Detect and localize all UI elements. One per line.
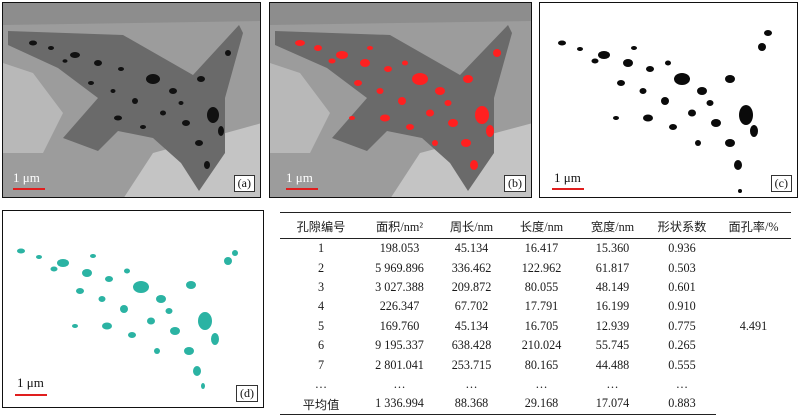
cell: 平均值 — [280, 394, 362, 415]
pore-blobs-a — [29, 40, 231, 169]
cell: 1 — [317, 241, 325, 256]
table-row: 2 5 969.896 336.462 122.962 61.817 0.503 — [280, 258, 791, 277]
col-header-porosity: 面孔率/% — [716, 212, 791, 239]
cell: 45.134 — [454, 318, 489, 333]
table-row: 1 198.053 45.134 16.417 15.360 0.936 4.4… — [280, 239, 791, 333]
panel-a-sem-image: 1 μm (a) — [2, 2, 261, 198]
pore-parameters-table: 孔隙编号 面积/nm² 周长/nm 长度/nm 宽度/nm 形状系数 面孔率/%… — [280, 212, 791, 415]
table-row: 4 226.347 67.702 17.791 16.199 0.910 — [280, 297, 791, 316]
table-row: 5 169.760 45.134 16.705 12.939 0.775 — [280, 317, 791, 336]
cell: 5 969.896 — [375, 260, 424, 275]
scale-label-c: 1 μm — [554, 170, 581, 185]
col-header-pore-id: 孔隙编号 — [280, 212, 362, 239]
cell: … — [535, 376, 548, 391]
table-row: 7 2 801.041 253.715 80.165 44.488 0.555 — [280, 355, 791, 374]
scale-bar-c — [552, 188, 584, 190]
binary-image-c — [540, 3, 797, 197]
pore-3d-d — [3, 211, 263, 407]
cell: 122.962 — [521, 260, 562, 275]
cell: 2 — [317, 260, 325, 275]
cell: 210.024 — [521, 338, 562, 353]
cell: 48.149 — [595, 279, 630, 294]
col-header-width: 宽度/nm — [577, 212, 648, 239]
cell: 80.055 — [524, 279, 559, 294]
panel-b-sem-red: 1 μm (b) — [269, 2, 532, 198]
porosity-value: 4.491 — [739, 319, 768, 333]
cell: 0.503 — [668, 260, 696, 275]
cell: 0.883 — [648, 394, 716, 415]
table-row: … … … … … … — [280, 375, 791, 394]
cell: 17.074 — [577, 394, 648, 415]
table-row-average: 平均值 1 336.994 88.368 29.168 17.074 0.883 — [280, 394, 791, 415]
cell: 1 336.994 — [362, 394, 437, 415]
cell: 16.417 — [524, 241, 559, 256]
table-row: 6 9 195.337 638.428 210.024 55.745 0.265 — [280, 336, 791, 355]
cell: 15.360 — [595, 241, 630, 256]
cell: 253.715 — [451, 357, 492, 372]
cell: 44.488 — [595, 357, 630, 372]
cell: 5 — [317, 318, 325, 333]
panel-label-a: (a) — [233, 175, 255, 192]
cell: … — [314, 376, 328, 391]
cell: 0.601 — [668, 279, 696, 294]
panel-d-3d: 1 μm (d) — [2, 210, 264, 408]
panel-c-binary: 1 μm (c) — [539, 2, 798, 198]
cell: 12.939 — [595, 318, 630, 333]
cell: 16.705 — [524, 318, 559, 333]
col-header-shape-factor: 形状系数 — [648, 212, 716, 239]
cell: 55.745 — [595, 338, 630, 353]
panel-label-d: (d) — [236, 385, 258, 402]
cell: 3 027.388 — [375, 279, 424, 294]
pore-blobs-c — [558, 30, 772, 193]
cell: 29.168 — [506, 394, 577, 415]
scale-bar-b — [286, 188, 318, 190]
cell: 67.702 — [454, 299, 489, 314]
col-header-length: 长度/nm — [506, 212, 577, 239]
cell: 209.872 — [451, 279, 492, 294]
cell: 0.555 — [668, 357, 696, 372]
cell: 17.791 — [524, 299, 559, 314]
cell: 6 — [317, 338, 325, 353]
cell: … — [393, 376, 406, 391]
cell: 61.817 — [595, 260, 630, 275]
sem-image-b — [270, 3, 531, 197]
scale-label-d: 1 μm — [17, 375, 44, 390]
cell: 80.165 — [524, 357, 559, 372]
cell: 2 801.041 — [375, 357, 424, 372]
cell: … — [465, 376, 478, 391]
cell: 0.910 — [668, 299, 696, 314]
panel-label-b: (b) — [504, 175, 526, 192]
scale-label-a: 1 μm — [13, 170, 40, 185]
cell: 0.936 — [668, 241, 696, 256]
table-row: 3 3 027.388 209.872 80.055 48.149 0.601 — [280, 278, 791, 297]
cell: 638.428 — [451, 338, 492, 353]
cell: 0.265 — [668, 338, 696, 353]
cell: 4 — [317, 299, 325, 314]
scale-label-b: 1 μm — [286, 170, 313, 185]
cell: 16.199 — [595, 299, 630, 314]
sem-image-a — [3, 3, 260, 197]
cell: 7 — [317, 357, 325, 372]
cell: 3 — [317, 279, 325, 294]
cell: 169.760 — [379, 318, 420, 333]
pore-blobs-b — [295, 40, 501, 170]
cell: 9 195.337 — [375, 338, 424, 353]
col-header-perimeter: 周长/nm — [437, 212, 506, 239]
table-header-row: 孔隙编号 面积/nm² 周长/nm 长度/nm 宽度/nm 形状系数 面孔率/% — [280, 212, 791, 239]
col-header-area: 面积/nm² — [362, 212, 437, 239]
cell: 88.368 — [437, 394, 506, 415]
panel-label-c: (c) — [770, 175, 792, 192]
cell: 0.775 — [668, 318, 696, 333]
cell: 336.462 — [451, 260, 492, 275]
cell: 226.347 — [379, 299, 420, 314]
scale-bar-a — [13, 188, 45, 190]
pore-blobs-d — [17, 248, 238, 389]
scale-bar-d — [15, 394, 47, 396]
cell: 198.053 — [379, 241, 420, 256]
cell: … — [606, 376, 619, 391]
cell: … — [675, 376, 689, 391]
cell: 45.134 — [454, 241, 489, 256]
